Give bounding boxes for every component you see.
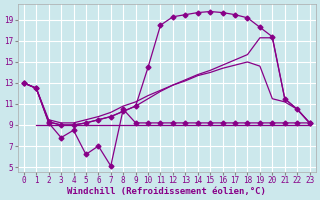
X-axis label: Windchill (Refroidissement éolien,°C): Windchill (Refroidissement éolien,°C) [67,187,266,196]
